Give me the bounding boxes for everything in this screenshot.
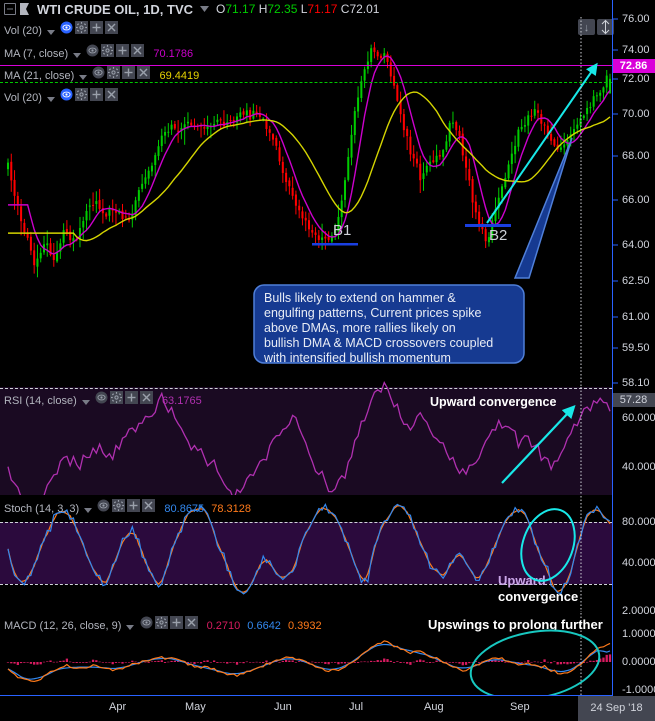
svg-text:Upswings to prolong further: Upswings to prolong further <box>428 617 603 632</box>
